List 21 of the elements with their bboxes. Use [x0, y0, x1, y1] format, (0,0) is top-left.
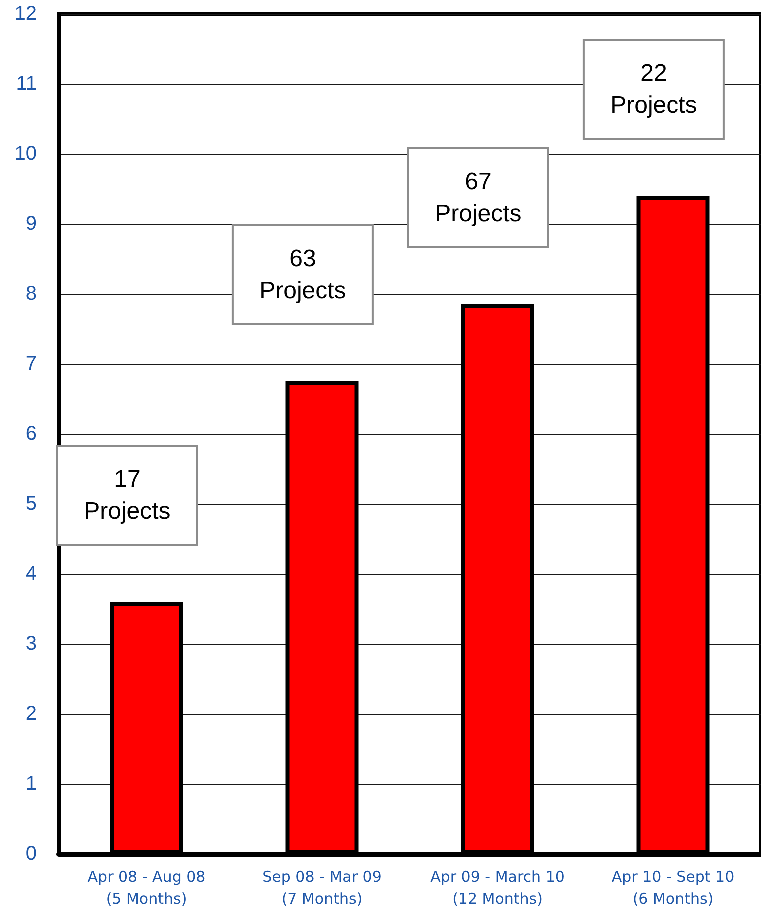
- y-tick-label: 0: [26, 843, 37, 865]
- y-tick-label: 2: [26, 703, 37, 725]
- y-tick-label: 8: [26, 283, 37, 305]
- y-tick-label: 10: [14, 143, 37, 165]
- x-tick-label: Sep 08 - Mar 09 (7 Months): [262, 868, 382, 908]
- y-tick-label: 3: [26, 633, 37, 655]
- annotation: 67 Projects: [435, 168, 522, 228]
- y-tick-label: 11: [16, 73, 37, 95]
- y-tick-label: 1: [26, 773, 37, 795]
- y-tick-label: 9: [26, 213, 37, 235]
- annotation: 63 Projects: [260, 246, 346, 304]
- y-tick-label: 6: [26, 423, 37, 445]
- x-tick-label: Apr 10 - Sept 10 (6 Months): [612, 868, 735, 908]
- y-tick-label: 12: [14, 3, 37, 25]
- y-tick-label: 5: [26, 493, 37, 515]
- annotation: 22 Projects: [610, 60, 698, 119]
- annotation: 17 Projects: [84, 466, 171, 525]
- y-tick-label: 4: [26, 563, 37, 585]
- x-tick-label: Apr 08 - Aug 08 (5 Months): [88, 868, 206, 908]
- x-tick-label: Apr 09 - March 10 (12 Months): [430, 868, 565, 908]
- y-tick-label: 7: [26, 353, 37, 375]
